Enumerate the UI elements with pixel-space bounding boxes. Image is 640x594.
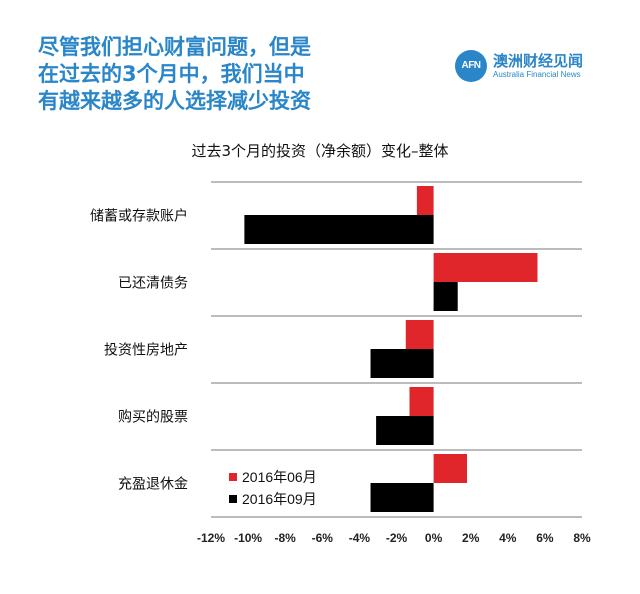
headline-line-3: 有越来越多的人选择减少投资 — [38, 89, 311, 113]
logo-name-en: Australia Financial News — [493, 70, 581, 79]
bar-2 — [370, 349, 434, 378]
logo-name-cn: 澳洲财经见闻 — [493, 52, 584, 70]
bar-2 — [433, 282, 458, 311]
headline: 尽管我们担心财富问题，但是 在过去的3个月中，我们当中 有越来越多的人选择减少投… — [38, 34, 398, 115]
bar-1 — [416, 186, 434, 215]
headline-line-2: 在过去的3个月中，我们当中 — [38, 62, 305, 86]
category-label: 已还清债务 — [118, 276, 188, 292]
category-label: 投资性房地产 — [104, 343, 188, 359]
x-tick-label: 8% — [573, 531, 591, 545]
legend-swatch — [229, 495, 237, 503]
bar-2 — [370, 483, 434, 512]
legend-swatch — [229, 473, 237, 481]
bar-1 — [405, 320, 434, 349]
x-tick-label: 6% — [536, 531, 554, 545]
legend-label: 2016年06月 — [242, 469, 317, 485]
legend-label: 2016年09月 — [242, 491, 317, 507]
bar-1 — [433, 454, 467, 483]
x-tick-label: 2% — [462, 531, 480, 545]
x-tick-label: -12% — [197, 531, 225, 545]
x-tick-label: 4% — [499, 531, 517, 545]
x-tick-label: -10% — [234, 531, 262, 545]
x-tick-label: -4% — [349, 531, 371, 545]
x-tick-label: -2% — [386, 531, 408, 545]
bar-1 — [433, 253, 538, 282]
brand-logo: AFN 澳洲财经见闻 Australia Financial News — [455, 50, 615, 84]
x-tick-label: -8% — [275, 531, 297, 545]
x-tick-label: 0% — [425, 531, 443, 545]
bar-1 — [409, 387, 434, 416]
logo-badge: AFN — [455, 50, 487, 82]
bar-2 — [244, 215, 434, 244]
bar-2 — [376, 416, 434, 445]
category-label: 储蓄或存款账户 — [90, 208, 188, 225]
x-tick-label: -6% — [312, 531, 334, 545]
headline-line-1: 尽管我们担心财富问题，但是 — [38, 35, 311, 59]
category-label: 充盈退休金 — [118, 477, 188, 493]
chart-title: 过去3个月的投资（净余额）变化–整体 — [191, 142, 449, 160]
category-label: 购买的股票 — [118, 410, 188, 426]
